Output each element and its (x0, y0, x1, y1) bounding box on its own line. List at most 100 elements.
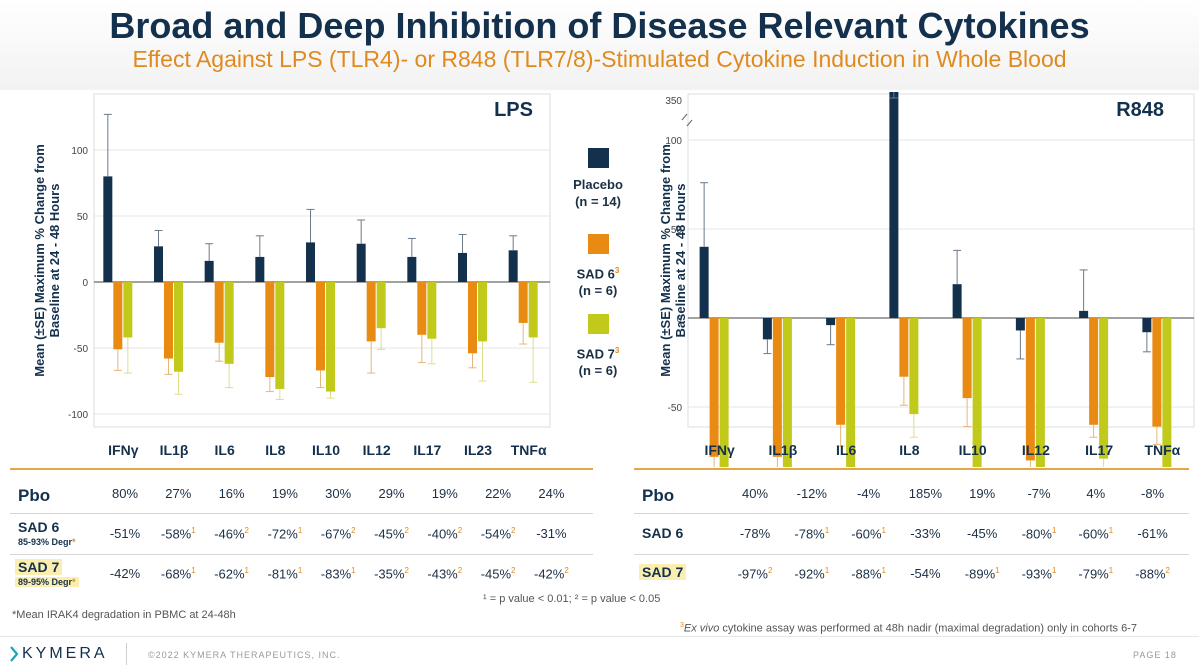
kymera-logo-icon (10, 646, 19, 662)
table-cell: -60%1 (851, 526, 886, 542)
table-cell: -62%1 (214, 566, 249, 582)
pvalue-footnote: ¹ = p value < 0.01; ² = p value < 0.05 (483, 593, 661, 605)
x-tick-label: IL1β (768, 442, 797, 458)
bar-sad7-4 (326, 282, 335, 392)
table-cell: -45% (967, 526, 998, 541)
table-cell: -7% (1027, 486, 1051, 501)
table-cell: -78%1 (794, 526, 830, 542)
bar-placebo-6 (1079, 310, 1089, 318)
table-cell: -45%2 (480, 566, 516, 582)
bar-sad6-2 (836, 318, 846, 425)
x-tick-label: IL17 (1085, 442, 1113, 458)
y-tick-label: 100 (71, 146, 88, 157)
table-cell: 16% (218, 486, 245, 501)
kymera-logo: KYMERA (22, 645, 108, 662)
bar-placebo-2 (826, 318, 836, 326)
bar-sad7-2 (846, 318, 856, 467)
table-row-sad7: SAD 7 89-95% Degr* -42% -68%1 -62%1 -81%1 -8… (10, 555, 593, 591)
table-cell: 22% (485, 486, 512, 501)
table-cell: 4% (1086, 486, 1106, 501)
table-cell: -72%1 (267, 526, 303, 542)
table-cell: 29% (378, 486, 405, 501)
bar-sad7-7 (1162, 318, 1172, 467)
bar-sad7-3 (275, 282, 285, 389)
x-tick-label: IL6 (215, 442, 235, 458)
plot-area (687, 93, 1195, 428)
bar-placebo-7 (1142, 318, 1152, 333)
table-cell: 30% (325, 486, 352, 501)
table-cell: -31% (536, 526, 567, 541)
table-cell: -83%1 (320, 566, 356, 582)
table-cell: -92%1 (794, 566, 830, 582)
x-tick-label: IL10 (312, 442, 340, 458)
table-cell: -51% (109, 526, 141, 541)
bar-sad7-5 (1035, 318, 1045, 467)
bar-placebo-3 (889, 92, 899, 318)
bar-placebo-1 (762, 318, 772, 340)
table-cell: -40%2 (427, 526, 463, 542)
bar-placebo-2 (204, 260, 214, 282)
bar-sad6-5 (366, 282, 376, 342)
legend-sad7-swatch (587, 314, 609, 334)
table-cell: -68%1 (160, 566, 196, 582)
bar-sad6-5 (1025, 318, 1035, 461)
table-row-sad6: SAD 6 85-93% Degr* -51% -58%1 -46%2 -72%1 -6… (10, 514, 593, 555)
table-cell: -54%2 (480, 526, 516, 542)
x-tick-label: IFNγ (108, 442, 139, 458)
x-tick-label: IL10 (959, 442, 987, 458)
bar-placebo-0 (699, 246, 709, 318)
legend-sad6-n: (n = 6) (578, 283, 618, 299)
table-cell: -81%1 (267, 566, 303, 582)
row-label-pbo: Pbo (642, 486, 675, 505)
bar-sad7-5 (376, 282, 386, 329)
bar-sad7-2 (224, 282, 234, 364)
row-label-sad7: SAD 7 (15, 559, 63, 575)
y-tick-label: -50 (74, 344, 89, 355)
bar-placebo-6 (407, 256, 417, 282)
table-cell: 19% (431, 486, 458, 501)
table-cell: 40% (741, 486, 769, 501)
table-cell: -88%2 (1135, 566, 1170, 582)
bar-sad7-4 (972, 318, 982, 467)
x-tick-label: IL8 (265, 442, 285, 458)
bar-sad7-8 (528, 282, 538, 338)
bar-sad6-3 (899, 318, 909, 377)
row-label-sad6: SAD 6 (642, 525, 684, 541)
copyright: ©2022 KYMERA THERAPEUTICS, INC. (148, 650, 341, 660)
degradation-footnote: *Mean IRAK4 degradation in PBMC at 24-48… (12, 609, 236, 621)
table-cell: -78% (739, 526, 771, 541)
table-cell: -67%2 (320, 526, 356, 542)
table-cell: -97%2 (737, 566, 773, 582)
bar-sad6-0 (709, 318, 719, 457)
bar-sad6-1 (164, 282, 173, 359)
bar-sad6-6 (417, 282, 427, 335)
bar-sad6-1 (772, 318, 782, 457)
table-cell: -12% (796, 486, 827, 501)
x-tick-label: TNFα (1144, 442, 1180, 458)
bar-sad7-1 (782, 318, 792, 467)
y-axis-label: Mean (±SE) Maximum % Change fromBaseline… (658, 144, 688, 377)
legend-sad7: SAD 73 (n = 6) (553, 314, 643, 379)
legend-placebo-label: Placebo (573, 177, 623, 192)
row-label-sad7: SAD 7 (639, 564, 687, 580)
table-cell: -79%1 (1078, 566, 1114, 582)
legend-sad6-sup: 3 (614, 266, 620, 275)
chart-title: R848 (1116, 99, 1164, 121)
row-sublabel-sad7: 89-95% Degr* (15, 577, 79, 587)
row-sublabel-sad6: 85-93% Degr* (18, 537, 76, 547)
y-tick-label-break: 350 (665, 96, 682, 107)
bar-sad7-0 (719, 318, 729, 467)
legend-sad7-n: (n = 6) (578, 363, 618, 379)
r848-chart: 200150100500-50-100350Mean (±SE) Maximum… (658, 92, 1195, 467)
y-tick-label: 50 (671, 225, 683, 236)
table-cell: 19% (969, 486, 996, 501)
y-tick-label: 0 (676, 314, 682, 325)
chart-title: LPS (494, 99, 533, 121)
table-cell: -4% (857, 486, 881, 501)
table-cell: 185% (908, 486, 943, 501)
ex-vivo-footnote: 3Ex vivo cytokine assay was performed at… (680, 622, 1137, 635)
lps-summary-table: Pbo 80% 27% 16% 19% 30% 29% 19% 22% 24% SAD 6 85… (10, 468, 593, 590)
table-cell: 19% (271, 486, 298, 501)
bar-sad6-8 (518, 282, 528, 323)
bar-sad6-0 (113, 282, 123, 350)
